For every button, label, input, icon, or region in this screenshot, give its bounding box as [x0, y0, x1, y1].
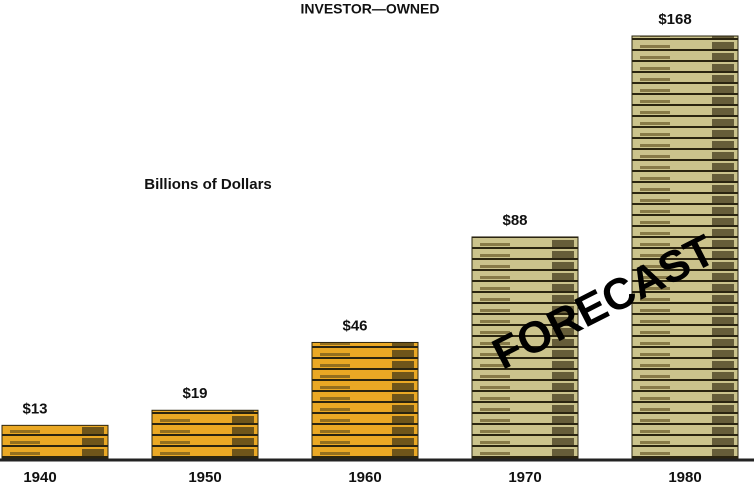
coin-stack [311, 341, 419, 459]
value-label: $168 [658, 11, 691, 28]
x-tick-label: 1960 [348, 469, 381, 486]
value-label: $19 [182, 385, 207, 402]
x-tick-label: 1980 [668, 469, 701, 486]
value-label: $13 [22, 400, 47, 417]
value-label: $46 [342, 317, 367, 334]
x-tick-label: 1970 [508, 469, 541, 486]
unit-annotation: Billions of Dollars [144, 176, 272, 193]
coin-stack [471, 236, 579, 459]
x-tick-label: 1950 [188, 469, 221, 486]
chart-title: INVESTOR—OWNED [301, 1, 440, 17]
value-label: $88 [502, 212, 527, 229]
coin-stack [631, 35, 739, 459]
coin-stack [151, 409, 259, 459]
x-tick-label: 1940 [23, 469, 56, 486]
coin-stack [1, 424, 109, 459]
